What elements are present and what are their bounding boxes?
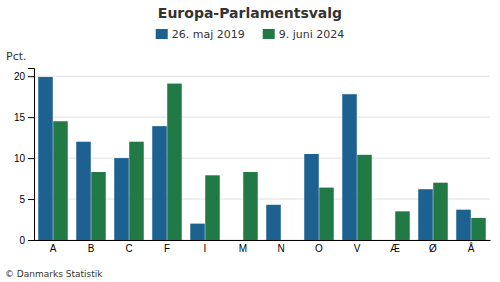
y-tick-label: 5 (19, 194, 25, 205)
grid-line (34, 117, 490, 118)
x-tick: A (50, 243, 57, 254)
bar (281, 240, 296, 241)
x-tick-label: M (239, 243, 247, 254)
x-tick-label: A (50, 243, 57, 254)
x-axis-line (35, 240, 491, 241)
bar (228, 240, 243, 241)
x-tick-label: N (277, 243, 284, 254)
x-tick: Æ (390, 243, 400, 254)
y-tick: 15 (14, 112, 34, 123)
bar (167, 84, 182, 240)
bar (91, 172, 106, 240)
y-axis: 0 5 10 15 20 (14, 69, 35, 246)
y-tick: 0 (19, 235, 34, 246)
x-tick: B (88, 243, 95, 254)
x-tick-label: Å (468, 242, 475, 254)
footer: © Danmarks Statistik (5, 269, 103, 279)
bar (319, 188, 334, 240)
y-tick-label: 0 (19, 235, 25, 246)
bar (357, 155, 372, 240)
x-tick: O (315, 243, 323, 254)
bar-series (53, 84, 486, 240)
legend: 26. maj 2019 9. juni 2024 (156, 28, 345, 41)
bar (76, 142, 91, 240)
x-tick: N (277, 243, 284, 254)
bar (418, 189, 433, 240)
legend-swatch (263, 29, 275, 39)
x-tick-label: O (315, 243, 323, 254)
grid-line (34, 76, 490, 77)
x-tick-label: V (354, 243, 361, 254)
x-tick: M (239, 243, 247, 254)
y-axis-line (28, 69, 35, 241)
y-tick: 5 (19, 194, 34, 205)
x-tick: F (164, 243, 170, 254)
y-tick: 10 (14, 153, 34, 164)
legend-label: 26. maj 2019 (172, 28, 245, 41)
y-tick-mark (28, 240, 34, 241)
grid-line (34, 158, 490, 159)
x-tick-label: I (204, 243, 207, 254)
y-tick-label: 10 (14, 153, 26, 164)
bar (304, 154, 319, 240)
title: Europa-Parlamentsvalg (158, 5, 342, 21)
y-tick-label: 15 (14, 112, 26, 123)
x-tick-label: Æ (390, 243, 400, 254)
x-tick-label: F (164, 243, 170, 254)
plot: 0 5 10 15 20 A B C F I M N O V Æ Ø Å (14, 69, 491, 255)
chart: Europa-Parlamentsvalg 26. maj 2019 9. juni… (0, 0, 500, 282)
bar (190, 224, 205, 240)
bar (129, 142, 144, 240)
y-tick-mark (28, 158, 34, 159)
legend-item: 9. juni 2024 (263, 28, 345, 41)
y-tick-mark (28, 199, 34, 200)
bar (53, 121, 68, 240)
x-tick: Ø (429, 243, 437, 254)
legend-swatch (156, 29, 168, 39)
y-tick: 20 (14, 71, 34, 82)
bar (114, 158, 129, 240)
bar (38, 77, 53, 240)
y-axis-label: Pct. (6, 50, 27, 63)
bar (205, 175, 220, 240)
x-tick: V (354, 243, 361, 254)
bar (433, 183, 448, 240)
y-tick-label: 20 (14, 71, 26, 82)
legend-item: 26. maj 2019 (156, 28, 245, 41)
bar (456, 210, 471, 240)
x-tick-label: C (125, 243, 132, 254)
x-tick-label: B (88, 243, 95, 254)
bar (152, 126, 167, 240)
bar (342, 94, 357, 240)
bar (266, 205, 281, 240)
grid (34, 76, 490, 240)
x-tick: I (204, 243, 207, 254)
bar-series (38, 77, 471, 240)
bars (38, 77, 486, 240)
y-tick-mark (28, 117, 34, 118)
x-tick-label: Ø (429, 243, 437, 254)
bar (243, 172, 258, 240)
x-tick: Å (468, 242, 475, 254)
bar (380, 240, 395, 241)
bar (395, 211, 410, 240)
legend-label: 9. juni 2024 (279, 28, 345, 41)
x-axis: ABCFIMNOVÆØÅ (35, 241, 491, 255)
x-tick: C (125, 243, 132, 254)
y-tick-mark (28, 76, 34, 77)
bar (471, 218, 486, 240)
